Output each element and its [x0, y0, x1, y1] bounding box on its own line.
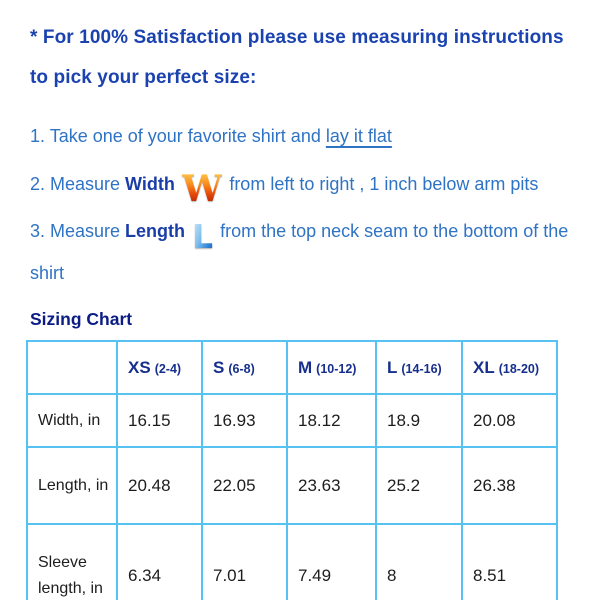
sleeve-l-value: 8 — [375, 523, 463, 600]
size-range: (2-4) — [154, 361, 182, 376]
sleeve-xl-value: 8.51 — [461, 523, 558, 600]
satisfaction-heading: * For 100% Satisfaction please use measu… — [30, 18, 572, 98]
step-3-text: 3. Measure — [30, 221, 126, 241]
row-label-width: Width, in — [26, 393, 118, 448]
width-xl-value: 20.08 — [461, 393, 558, 448]
size-label: M — [298, 357, 313, 377]
width-l-value: 18.9 — [375, 393, 463, 448]
step-2-text: 2. Measure — [30, 174, 126, 194]
sizing-chart-title: Sizing Chart — [30, 309, 133, 329]
step-3-suffix: from the top neck seam to the bottom of … — [30, 221, 569, 283]
width-s-value: 16.93 — [201, 393, 288, 448]
column-header-s: S (6-8) — [201, 340, 288, 395]
length-letter-icon: L — [192, 217, 214, 256]
width-m-value: 18.12 — [286, 393, 377, 448]
size-range: (10-12) — [316, 361, 357, 376]
column-header-m: M (10-12) — [286, 340, 377, 395]
lay-it-flat-text: lay it flat — [325, 126, 392, 146]
heading-line-1: * For 100% Satisfaction please use measu… — [30, 27, 564, 48]
column-header-xs: XS (2-4) — [116, 340, 203, 395]
length-m-value: 23.63 — [286, 446, 377, 525]
row-label-length: Length, in — [26, 446, 118, 525]
column-header-xl: XL (18-20) — [461, 340, 558, 395]
corner-cell — [26, 340, 118, 395]
measuring-step-1: 1. Take one of your favorite shirt and l… — [30, 116, 572, 156]
size-range: (6-8) — [228, 361, 255, 376]
sleeve-xs-value: 6.34 — [116, 523, 203, 600]
table-row-width: Width, in 16.15 16.93 18.12 18.9 20.08 — [26, 393, 558, 448]
size-range: (18-20) — [498, 361, 540, 376]
width-letter-icon: W — [181, 168, 223, 210]
length-xs-value: 20.48 — [116, 446, 203, 525]
row-label-sleeve: Sleeve length, in — [26, 523, 118, 600]
width-word: Width — [125, 174, 175, 194]
size-label: XL — [473, 357, 495, 377]
size-label: XS — [128, 357, 151, 377]
sleeve-s-value: 7.01 — [201, 523, 288, 600]
table-row-length: Length, in 20.48 22.05 23.63 25.2 26.38 — [26, 446, 558, 525]
heading-line-2: to pick your perfect size: — [30, 67, 257, 88]
table-header-row: XS (2-4) S (6-8) M (10-12) L (14-16) XL (18-2… — [26, 340, 558, 395]
size-range: (14-16) — [401, 361, 442, 376]
table-row-sleeve: Sleeve length, in 6.34 7.01 7.49 8 8.51 — [26, 523, 558, 600]
length-word: Length — [125, 221, 186, 241]
length-s-value: 22.05 — [201, 446, 288, 525]
step-1-text: 1. Take one of your favorite shirt and — [30, 126, 326, 146]
sleeve-m-value: 7.49 — [286, 523, 377, 600]
length-l-value: 25.2 — [375, 446, 463, 525]
width-xs-value: 16.15 — [116, 393, 203, 448]
column-header-l: L (14-16) — [375, 340, 463, 395]
length-xl-value: 26.38 — [461, 446, 558, 525]
step-2-suffix: from left to right , 1 inch below arm pi… — [229, 174, 539, 194]
sizing-table: XS (2-4) S (6-8) M (10-12) L (14-16) XL (18-2… — [26, 340, 558, 600]
size-label: S — [213, 357, 225, 377]
size-label: L — [387, 357, 398, 377]
